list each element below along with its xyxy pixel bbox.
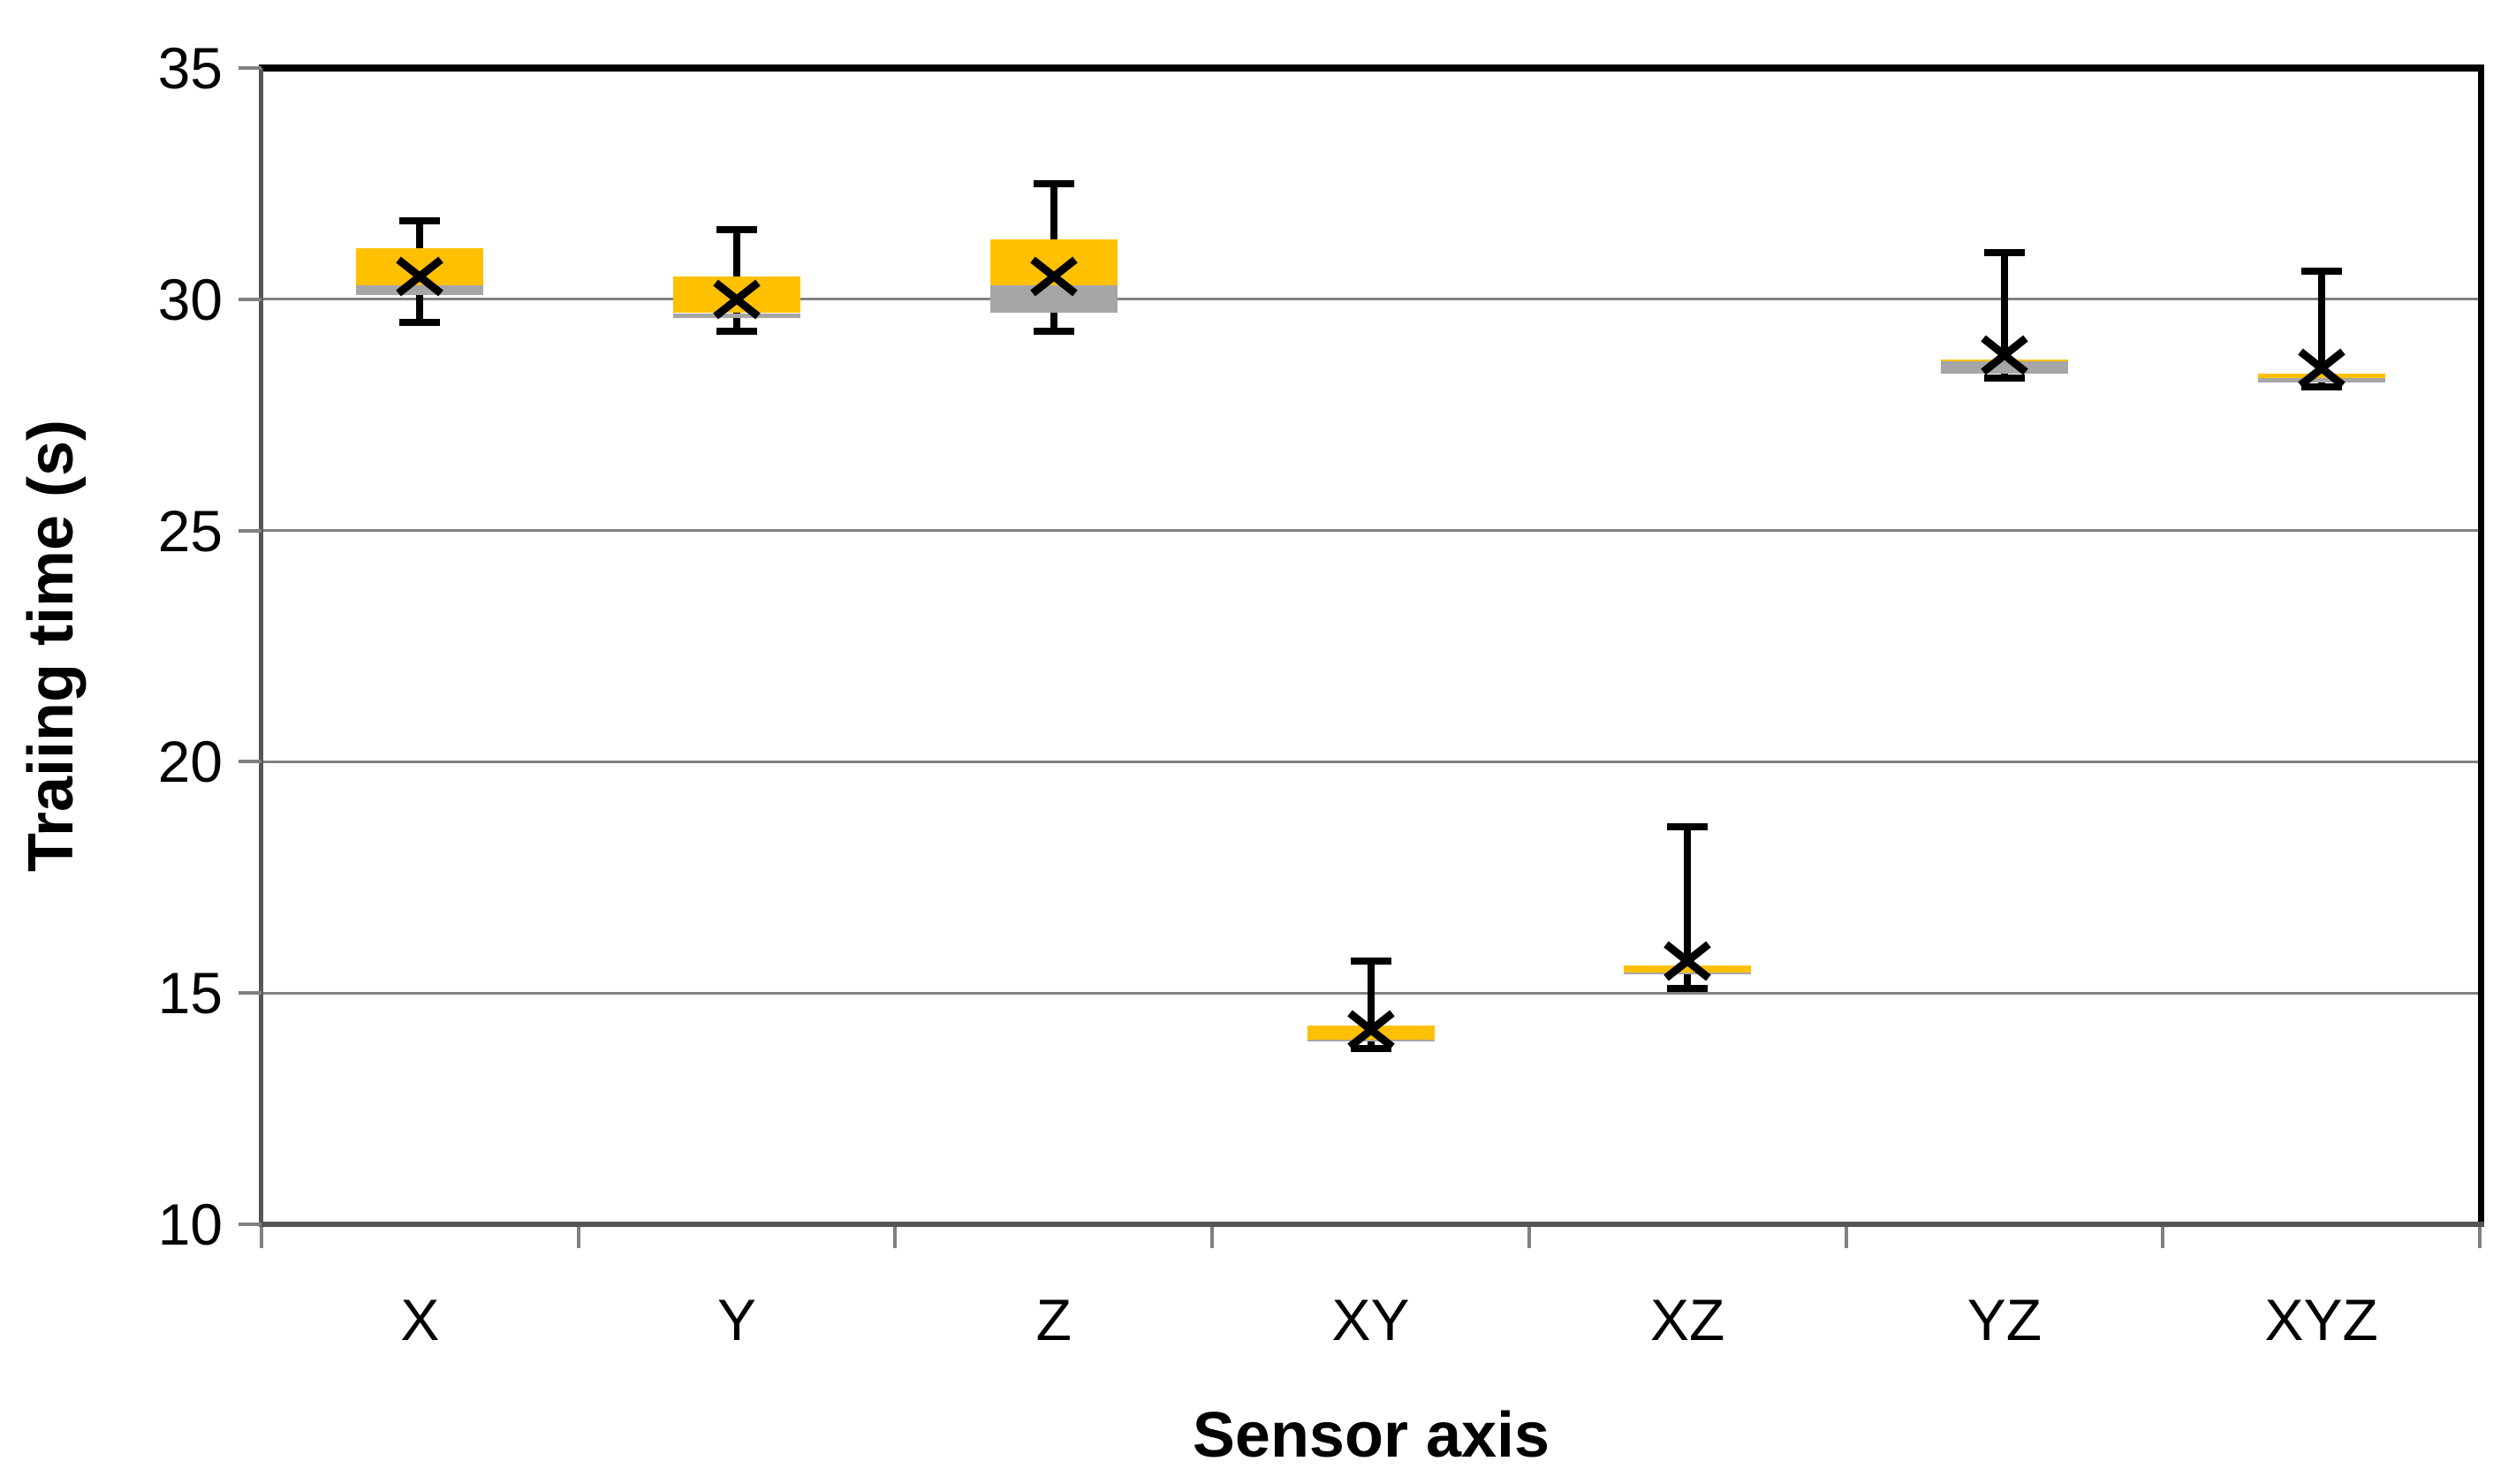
box-upper-segment: [1940, 359, 2068, 362]
plot-border-right: [2478, 64, 2484, 1227]
x-tick: [576, 1227, 580, 1248]
box-lower-segment: [1624, 972, 1752, 975]
whisker-line: [2317, 271, 2325, 388]
whisker-cap-low: [1350, 1045, 1391, 1053]
y-tick-label: 20: [157, 729, 223, 795]
y-tick-label: 15: [157, 960, 223, 1026]
gridline: [261, 298, 2480, 301]
whisker-cap-high: [399, 216, 441, 224]
x-tick: [893, 1227, 898, 1248]
whisker-cap-low: [1667, 984, 1709, 992]
whisker-line: [2000, 253, 2008, 378]
whisker-cap-low: [716, 328, 758, 336]
y-tick: [239, 66, 261, 70]
x-category-label: Z: [1035, 1287, 1072, 1352]
gridline: [261, 760, 2480, 763]
whisker-cap-high: [2300, 268, 2342, 276]
x-tick: [1844, 1227, 1848, 1248]
y-tick-label: 35: [157, 35, 223, 101]
y-tick: [239, 528, 261, 533]
x-tick: [260, 1227, 263, 1248]
whisker-cap-low: [1983, 374, 2025, 382]
mean-x-marker: [1346, 1010, 1395, 1050]
y-tick-label: 10: [157, 1192, 223, 1257]
mean-x-marker: [396, 256, 444, 297]
box-lower-segment: [1940, 361, 2068, 374]
mean-x-marker: [713, 279, 761, 320]
box-lower-segment: [1307, 1039, 1435, 1041]
whisker-cap-low: [399, 318, 441, 326]
x-tick: [2478, 1227, 2482, 1248]
gridline: [261, 529, 2480, 533]
x-category-label: Y: [717, 1287, 757, 1352]
mean-x-marker: [1663, 941, 1711, 981]
plot-area: [261, 68, 2480, 1224]
whisker-cap-low: [1033, 328, 1074, 336]
x-tick: [2161, 1227, 2165, 1248]
x-tick: [1210, 1227, 1215, 1248]
box-upper-segment: [1624, 965, 1752, 973]
y-tick: [239, 991, 261, 996]
whisker-cap-high: [716, 226, 758, 234]
x-axis-title: Sensor axis: [1192, 1400, 1550, 1471]
x-axis-line: [259, 1222, 2484, 1227]
plot-border-top: [259, 64, 2484, 72]
box-lower-segment: [356, 285, 484, 295]
x-category-label: XZ: [1650, 1287, 1725, 1352]
x-category-label: YZ: [1967, 1287, 2042, 1352]
whisker-cap-high: [1667, 822, 1709, 830]
x-category-label: XYZ: [2264, 1287, 2378, 1352]
y-axis-title: Traiing time (s): [16, 419, 87, 873]
whisker-cap-high: [1983, 249, 2025, 257]
y-tick: [239, 760, 261, 764]
box-upper-segment: [2257, 373, 2385, 378]
whisker-cap-high: [1033, 179, 1074, 187]
mean-x-marker: [1981, 335, 2028, 375]
x-tick: [1527, 1227, 1531, 1248]
box-lower-segment: [673, 313, 801, 318]
mean-x-marker: [2297, 348, 2345, 389]
y-tick-label: 30: [157, 266, 223, 332]
y-axis-line: [259, 68, 263, 1224]
box-lower-segment: [989, 285, 1118, 314]
y-tick: [239, 297, 261, 301]
whisker-cap-low: [2300, 383, 2342, 391]
box-lower-segment: [2257, 377, 2385, 383]
whisker-line: [1684, 826, 1692, 988]
x-category-label: XY: [1331, 1287, 1410, 1352]
y-tick: [239, 1223, 261, 1226]
whisker-line: [1367, 960, 1375, 1049]
y-tick-label: 25: [157, 497, 223, 564]
x-category-label: X: [400, 1287, 440, 1352]
whisker-cap-high: [1350, 957, 1391, 965]
mean-x-marker: [1029, 256, 1078, 297]
